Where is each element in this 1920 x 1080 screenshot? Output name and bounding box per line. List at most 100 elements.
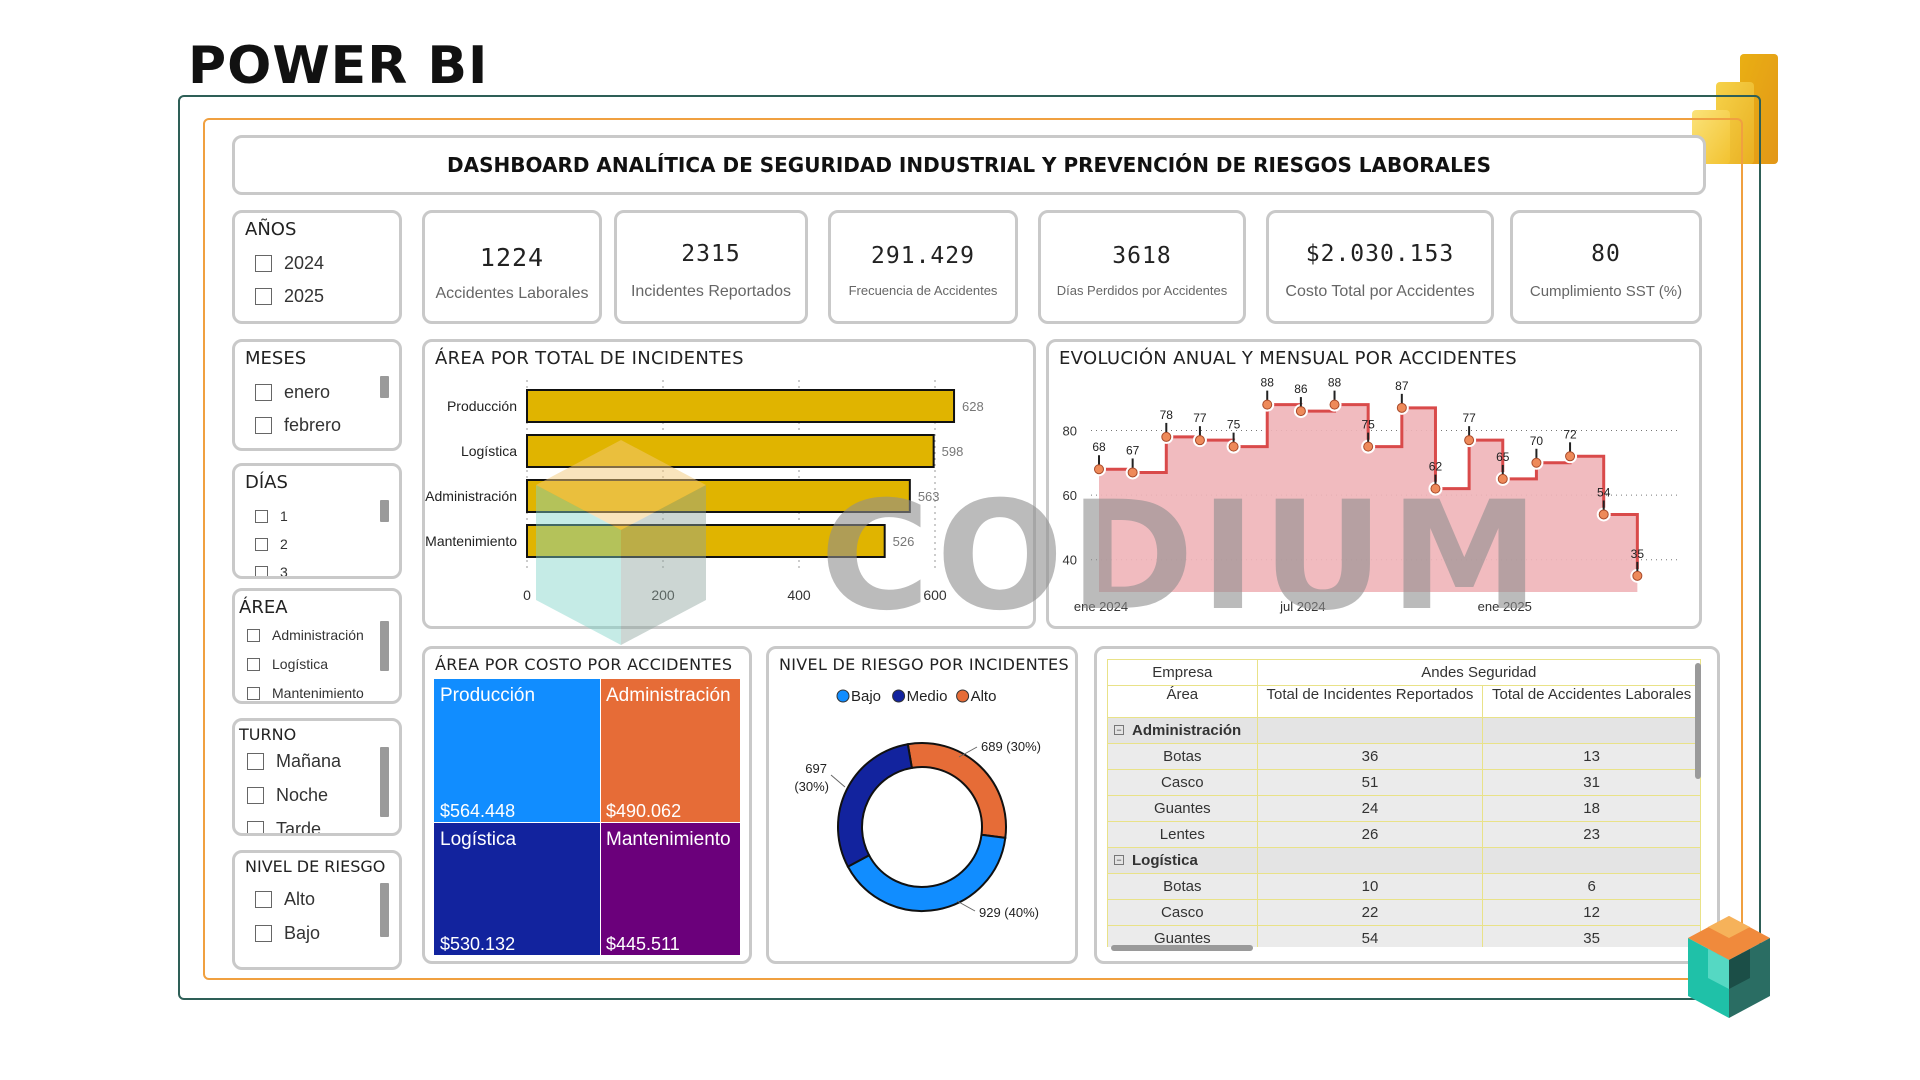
data-label: 598 [942, 444, 964, 459]
slicer-option-logistica[interactable]: Logística [247, 656, 328, 672]
matrix-viewport: Empresa Andes Seguridad Área Total de Incid… [1107, 659, 1701, 947]
matrix-group-label: Logística [1132, 852, 1198, 869]
matrix-group-row[interactable]: − Logística [1107, 847, 1701, 874]
checkbox[interactable] [255, 288, 272, 305]
tile-value: $564.448 [440, 801, 516, 821]
matrix-cell: 13 [1482, 743, 1701, 770]
option-label: Noche [276, 785, 329, 805]
matrix-table: Empresa Andes Seguridad Área Total de Incid… [1107, 659, 1701, 947]
checkbox[interactable] [255, 537, 268, 551]
kpi-card-incidentes: 2315 Incidentes Reportados [614, 210, 808, 324]
matrix-vertical-scrollbar[interactable] [1695, 663, 1701, 779]
checkbox[interactable] [255, 509, 268, 523]
leader-line [830, 774, 846, 788]
matrix-horizontal-scrollbar[interactable] [1111, 945, 1253, 951]
table-row: Botas 36 13 [1107, 743, 1701, 770]
x-tick-label: 0 [523, 587, 531, 603]
treemap-tile-produccion[interactable]: Producción $564.448 [434, 679, 600, 822]
option-label: 3 [280, 564, 288, 579]
treemap-area-costo: ÁREA POR COSTO POR ACCIDENTES Producción… [422, 646, 752, 964]
slicer-option-noche[interactable]: Noche [247, 785, 328, 806]
checkbox[interactable] [255, 417, 272, 434]
donut-chart-svg: Bajo Medio Alto 689 (30%) 929 (40%) 697 (30%) [794, 688, 1041, 920]
checkbox[interactable] [247, 657, 260, 671]
matrix-row-label: Guantes [1107, 925, 1258, 947]
kpi-label: Días Perdidos por Accidentes [1056, 283, 1228, 298]
slicer-option-1[interactable]: 1 [255, 508, 288, 524]
slicer-anios: AÑOS 2024 2025 [232, 210, 402, 324]
slicer-option-tarde[interactable]: Tarde [247, 819, 321, 833]
checkbox[interactable] [247, 821, 264, 833]
kpi-value: 3618 [1112, 243, 1172, 269]
treemap-tile-mantenimiento[interactable]: Mantenimiento $445.511 [601, 823, 740, 955]
checkbox[interactable] [247, 628, 260, 642]
treemap-tile-logistica[interactable]: Logística $530.132 [434, 823, 600, 955]
table-row: Casco 51 31 [1107, 769, 1701, 796]
kpi-value: 291.429 [871, 243, 975, 269]
power-bi-logo-icon [1692, 54, 1778, 164]
checkbox[interactable] [255, 925, 272, 942]
slice-label: 697 [805, 761, 827, 776]
scrollbar[interactable] [380, 883, 389, 937]
line-chart-evolucion: EVOLUCIÓN ANUAL Y MENSUAL POR ACCIDENTES… [1046, 339, 1702, 629]
kpi-label: Incidentes Reportados [630, 283, 792, 300]
matrix-col-header[interactable]: Total de Accidentes Laborales [1482, 685, 1701, 718]
matrix-col-header[interactable]: Total de Incidentes Reportados [1256, 685, 1484, 718]
scrollbar[interactable] [380, 376, 389, 398]
slicer-option-2[interactable]: 2 [255, 536, 288, 552]
checkbox[interactable] [255, 565, 268, 576]
kpi-value: 80 [1591, 241, 1621, 267]
slicer-option-mantenimiento[interactable]: Mantenimiento [247, 685, 364, 701]
matrix-cell: 24 [1256, 795, 1484, 822]
data-point [1228, 441, 1239, 452]
checkbox[interactable] [247, 753, 264, 770]
scrollbar[interactable] [380, 500, 389, 522]
data-point [1161, 431, 1172, 442]
kpi-card-accidentes: 1224 Accidentes Laborales [422, 210, 602, 324]
slicer-option-febrero[interactable]: febrero [255, 415, 341, 436]
scrollbar[interactable] [380, 621, 389, 671]
slicer-turno: TURNO Mañana Noche Tarde [232, 718, 402, 836]
category-label: Mantenimiento [425, 533, 517, 549]
checkbox[interactable] [255, 255, 272, 272]
slicer-option-manana[interactable]: Mañana [247, 751, 341, 772]
checkbox[interactable] [255, 891, 272, 908]
option-label: 2024 [284, 253, 325, 273]
slicer-option-bajo[interactable]: Bajo [255, 923, 320, 944]
matrix-group-row[interactable]: − Administración [1107, 717, 1701, 744]
data-label: 35 [1631, 547, 1645, 561]
slicer-option-administracion[interactable]: Administración [247, 627, 364, 643]
slicer-option-alto[interactable]: Alto [255, 889, 315, 910]
slicer-option-3[interactable]: 3 [255, 564, 288, 579]
scrollbar[interactable] [380, 747, 389, 817]
slicer-option-2025[interactable]: 2025 [255, 286, 324, 307]
option-label: Logística [272, 656, 329, 672]
data-label: 563 [918, 489, 940, 504]
checkbox[interactable] [255, 384, 272, 401]
donut-chart-nivel-riesgo: NIVEL DE RIESGO POR INCIDENTES Bajo Medio… [766, 646, 1078, 964]
x-tick-label: 400 [787, 587, 811, 603]
collapse-icon[interactable]: − [1114, 855, 1124, 865]
slicer-area: ÁREA Administración Logística Mantenimie… [232, 588, 402, 704]
collapse-icon[interactable]: − [1114, 725, 1124, 735]
matrix-row-label: Casco [1107, 899, 1258, 926]
tile-value: $445.511 [606, 934, 680, 954]
bar [526, 434, 935, 468]
kpi-label: Costo Total por Accidentes [1285, 283, 1475, 300]
checkbox[interactable] [247, 686, 260, 700]
page-title: POWER BI [188, 36, 489, 96]
data-point [1632, 570, 1643, 581]
option-label: Bajo [284, 923, 321, 943]
treemap-tile-administracion[interactable]: Administración $490.062 [601, 679, 740, 822]
data-point [1094, 464, 1104, 475]
data-label: 72 [1563, 427, 1577, 441]
slicer-option-enero[interactable]: enero [255, 382, 330, 403]
kpi-label: Cumplimiento SST (%) [1529, 283, 1683, 300]
slicer-option-2024[interactable]: 2024 [255, 253, 324, 274]
line-chart-svg: 40 60 80 68 67 78 77 75 88 86 88 75 87 62 77 65 70 72 54 35… [1063, 376, 1679, 614]
matrix-row-label: Botas [1107, 873, 1258, 900]
checkbox[interactable] [247, 787, 264, 804]
inner-frame [203, 118, 1743, 980]
chart-title: ÁREA POR COSTO POR ACCIDENTES [435, 655, 733, 674]
matrix-cell: 35 [1482, 925, 1701, 947]
